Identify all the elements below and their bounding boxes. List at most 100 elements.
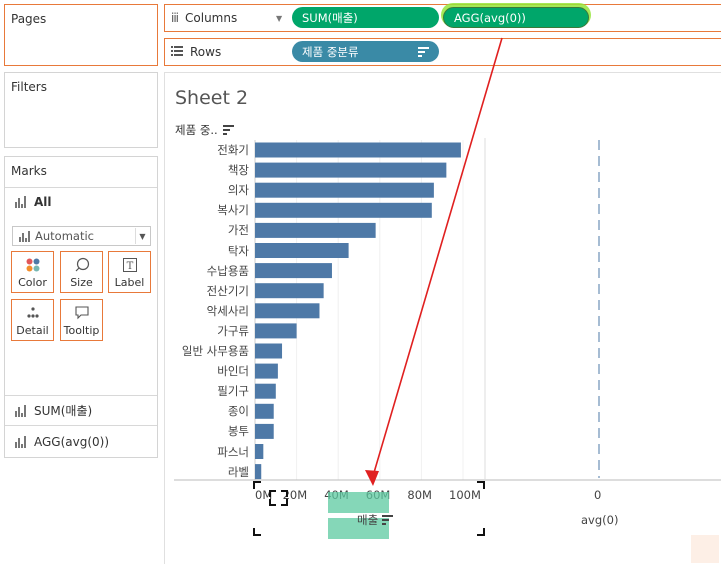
- bar[interactable]: [255, 343, 283, 359]
- measure-sum-label: SUM(매출): [34, 404, 93, 418]
- avg-axis-tick: 0: [594, 488, 602, 502]
- columns-pill-agg-label: AGG(avg(0)): [454, 10, 526, 25]
- selection-highlight: [328, 492, 389, 513]
- marks-card: Marks All Automatic ▼ Color Size T Label…: [4, 156, 158, 458]
- color-icon: [25, 256, 41, 274]
- bar[interactable]: [255, 202, 432, 218]
- pages-title: Pages: [11, 12, 47, 26]
- bar-chart-icon: [15, 404, 26, 417]
- bar[interactable]: [255, 444, 264, 459]
- category-label[interactable]: 의자: [227, 183, 249, 198]
- x-tick-label: 0M: [255, 488, 273, 502]
- row-header[interactable]: 제품 중..: [175, 122, 235, 138]
- marks-all-tab[interactable]: All: [5, 187, 157, 215]
- size-button[interactable]: Size: [60, 251, 103, 293]
- marks-all-label: All: [34, 194, 52, 209]
- columns-icon: iii: [171, 11, 179, 25]
- bar[interactable]: [255, 263, 332, 279]
- avg-axis-title[interactable]: avg(0): [581, 513, 619, 527]
- watermark: [691, 535, 719, 563]
- chevron-down-icon[interactable]: ▼: [276, 14, 283, 23]
- tooltip-icon: [74, 304, 90, 322]
- selection-corner-bl: [253, 528, 261, 536]
- bar[interactable]: [255, 323, 297, 339]
- filters-title: Filters: [11, 80, 47, 94]
- bar[interactable]: [255, 403, 274, 419]
- bar[interactable]: [255, 464, 262, 480]
- selection-corner-tl: [253, 481, 261, 489]
- cursor-bracket-tl: [269, 490, 276, 497]
- category-label[interactable]: 필기구: [217, 384, 249, 399]
- text-label-icon: T: [122, 256, 138, 274]
- bar-chart-icon: [15, 195, 26, 208]
- sheet-title[interactable]: Sheet 2: [175, 87, 249, 109]
- rows-shelf[interactable]: Rows: [164, 38, 721, 66]
- mark-type-value: Automatic: [35, 229, 94, 243]
- arrow-head: [365, 470, 379, 486]
- columns-label: Columns: [185, 11, 238, 25]
- columns-pill-sum-label: SUM(매출): [302, 10, 358, 25]
- category-label[interactable]: 책장: [227, 163, 249, 178]
- category-label[interactable]: 가구류: [217, 323, 249, 338]
- rows-icon: [171, 45, 183, 59]
- selection-corner-br: [477, 528, 485, 536]
- category-label[interactable]: 수납용품: [206, 263, 249, 278]
- rows-pill-label: 제품 중분류: [302, 44, 359, 59]
- category-label[interactable]: 복사기: [217, 203, 249, 218]
- pages-card[interactable]: Pages: [4, 4, 158, 66]
- color-label: Color: [18, 276, 47, 289]
- sort-icon[interactable]: [381, 514, 393, 528]
- size-label: Size: [70, 276, 93, 289]
- tooltip-label: Tooltip: [63, 324, 100, 337]
- measure-agg-avg[interactable]: AGG(avg(0)): [5, 425, 157, 457]
- rows-shelf-label: Rows: [171, 45, 221, 59]
- label-button[interactable]: T Label: [108, 251, 151, 293]
- selection-corner-tr: [477, 481, 485, 489]
- detail-button[interactable]: Detail: [11, 299, 54, 341]
- label-label: Label: [114, 276, 145, 289]
- measure-sum-sales[interactable]: SUM(매출): [5, 395, 157, 425]
- bar[interactable]: [255, 423, 274, 439]
- detail-icon: [25, 304, 41, 322]
- category-label[interactable]: 가전: [227, 223, 249, 238]
- bar[interactable]: [255, 142, 461, 158]
- category-label[interactable]: 전산기기: [206, 283, 249, 298]
- columns-pill-agg-avg[interactable]: AGG(avg(0)): [443, 7, 589, 28]
- bar[interactable]: [255, 363, 278, 379]
- cursor-bracket-br: [281, 499, 288, 506]
- category-label[interactable]: 전화기: [217, 143, 249, 157]
- mark-type-dropdown[interactable]: Automatic ▼: [12, 226, 151, 246]
- filters-card[interactable]: Filters: [4, 72, 158, 148]
- category-label[interactable]: 봉투: [227, 424, 249, 439]
- bar[interactable]: [255, 182, 434, 198]
- x-tick-label: 100M: [449, 488, 481, 502]
- category-label[interactable]: 파스너: [217, 444, 249, 459]
- bar-chart-icon: [15, 435, 26, 448]
- color-button[interactable]: Color: [11, 251, 54, 293]
- columns-shelf-label: iii Columns: [171, 11, 237, 25]
- bar[interactable]: [255, 222, 376, 238]
- tooltip-button[interactable]: Tooltip: [60, 299, 103, 341]
- x-tick-label: 80M: [407, 488, 432, 502]
- category-label[interactable]: 탁자: [227, 243, 249, 258]
- bar[interactable]: [255, 383, 276, 399]
- category-label[interactable]: 일반 사무용품: [181, 344, 249, 358]
- category-label[interactable]: 라벨: [227, 464, 249, 479]
- row-header-label: 제품 중..: [175, 123, 218, 137]
- rows-pill-category[interactable]: 제품 중분류: [292, 41, 439, 62]
- category-label[interactable]: 바인더: [217, 364, 249, 379]
- bar-chart-icon: [19, 230, 30, 242]
- category-label[interactable]: 악세사리: [206, 303, 249, 318]
- bar[interactable]: [255, 243, 349, 258]
- sort-icon[interactable]: [223, 124, 235, 138]
- bar[interactable]: [255, 162, 447, 178]
- sort-icon[interactable]: [418, 46, 429, 60]
- bar[interactable]: [255, 283, 324, 299]
- columns-pill-sum-sales[interactable]: SUM(매출): [292, 7, 439, 28]
- category-label[interactable]: 종이: [227, 404, 249, 419]
- rows-label: Rows: [190, 45, 222, 59]
- cursor-bracket-bl: [269, 499, 276, 506]
- bar[interactable]: [255, 303, 320, 319]
- x-axis-title[interactable]: 매출: [357, 512, 393, 528]
